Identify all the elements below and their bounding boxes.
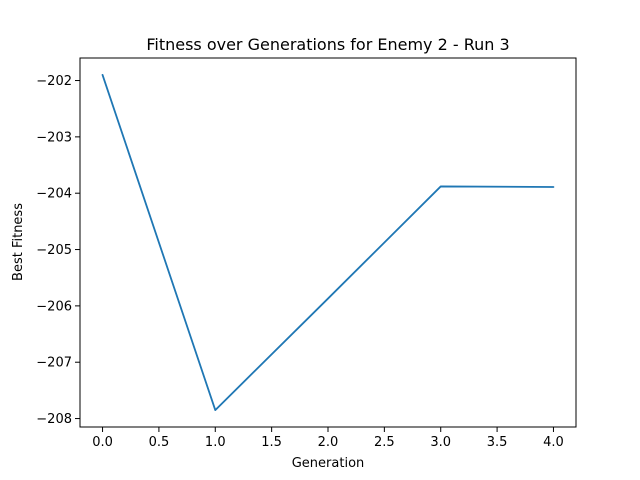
x-tick-label: 2.5 — [374, 435, 395, 450]
y-axis-label: Best Fitness — [11, 203, 26, 281]
axes-frame — [79, 57, 577, 428]
y-tick-label: −205 — [36, 243, 72, 258]
plot-area — [101, 74, 555, 411]
y-tick-label: −202 — [36, 74, 72, 89]
x-tick-label: 1.5 — [261, 435, 282, 450]
x-tick-label: 0.5 — [149, 435, 170, 450]
x-axis-label: Generation — [292, 456, 365, 471]
x-tick-label: 4.0 — [543, 435, 564, 450]
y-tick-label: −207 — [36, 356, 72, 371]
fitness-series-line — [101, 74, 555, 411]
x-tick-label: 3.0 — [430, 435, 451, 450]
y-tick-label: −203 — [36, 130, 72, 145]
x-tick-label: 3.5 — [487, 435, 508, 450]
y-tick-label: −208 — [36, 412, 72, 427]
x-tick-label: 2.0 — [318, 435, 339, 450]
x-tick-label: 0.0 — [92, 435, 113, 450]
chart-title: Fitness over Generations for Enemy 2 - R… — [146, 35, 509, 54]
y-tick-label: −206 — [36, 299, 72, 314]
x-tick-label: 1.0 — [205, 435, 226, 450]
y-tick-label: −204 — [36, 187, 72, 202]
axis-ticks: 0.0 0.5 1.0 1.5 2.0 2.5 3.0 3.5 4.0 −202 −203 −204 −… — [36, 74, 564, 450]
